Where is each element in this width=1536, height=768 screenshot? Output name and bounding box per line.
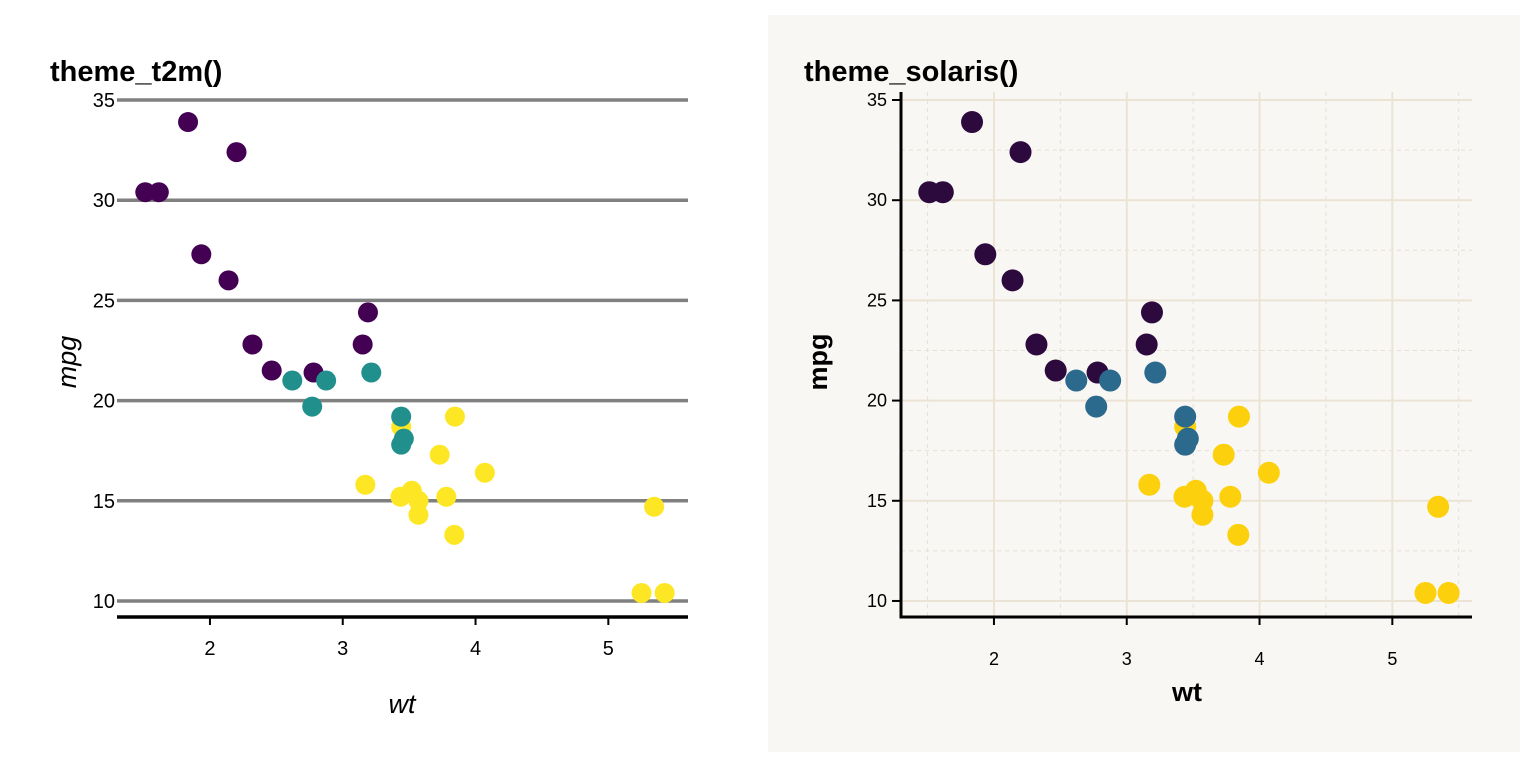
solaris-chart: theme_solaris() wt mpg 10 15 20 25 30 35 2 3 4 5 <box>803 56 1472 707</box>
solaris-points <box>918 111 1460 604</box>
data-point <box>631 582 652 603</box>
data-point <box>1144 361 1167 384</box>
data-point <box>1212 443 1235 466</box>
y-tick-label: 35 <box>867 90 887 110</box>
y-tick-label: 25 <box>867 290 887 310</box>
data-point <box>1044 359 1067 382</box>
x-tick-label: 2 <box>204 638 215 660</box>
data-point <box>444 524 465 545</box>
x-tick-label: 5 <box>603 638 614 660</box>
data-point <box>444 406 465 427</box>
x-tick-label: 3 <box>337 638 348 660</box>
data-point <box>436 486 457 507</box>
data-point <box>1174 433 1197 456</box>
data-point <box>302 396 323 417</box>
data-point <box>1227 523 1250 546</box>
t2m-chart-title: theme_t2m() <box>50 56 222 88</box>
x-tick-label: 5 <box>1387 649 1397 669</box>
data-point <box>654 582 675 603</box>
t2m-chart: theme_t2m() wt mpg 10 15 20 25 30 35 2 3 4 5 <box>50 56 688 719</box>
data-point <box>408 504 429 525</box>
t2m-y-axis-label: mpg <box>52 336 82 389</box>
y-tick-label: 25 <box>93 290 115 312</box>
x-tick-label: 2 <box>989 649 999 669</box>
data-point <box>1257 461 1280 484</box>
data-point <box>1135 333 1158 356</box>
data-point <box>391 406 412 427</box>
t2m-grid <box>117 98 688 603</box>
data-point <box>1099 369 1122 392</box>
data-point <box>1009 141 1032 164</box>
t2m-x-axis-label: wt <box>389 689 417 719</box>
data-point <box>352 334 373 355</box>
y-tick-label: 20 <box>867 391 887 411</box>
data-point <box>1065 369 1088 392</box>
data-point <box>1138 473 1161 496</box>
solaris-y-axis-label: mpg <box>803 334 833 391</box>
x-tick-label: 4 <box>470 638 481 660</box>
data-point <box>1001 269 1024 292</box>
data-point <box>931 181 954 204</box>
data-point <box>148 182 169 203</box>
y-tick-label: 15 <box>867 491 887 511</box>
data-point <box>242 334 263 355</box>
data-point <box>429 444 450 465</box>
y-tick-label: 30 <box>93 190 115 212</box>
y-tick-label: 35 <box>93 90 115 112</box>
data-point <box>1219 485 1242 508</box>
data-point <box>282 370 303 391</box>
data-point <box>226 142 247 163</box>
data-point <box>316 370 337 391</box>
t2m-axes: 10 15 20 25 30 35 2 3 4 5 <box>93 90 688 660</box>
data-point <box>191 244 212 265</box>
data-point <box>961 111 984 134</box>
solaris-panel-background <box>768 15 1520 752</box>
data-point <box>1414 581 1437 604</box>
data-point <box>178 112 199 133</box>
y-tick-label: 15 <box>93 491 115 513</box>
data-point <box>1025 333 1048 356</box>
x-tick-label: 3 <box>1122 649 1132 669</box>
data-point <box>1085 395 1108 418</box>
data-point <box>408 490 429 511</box>
data-point <box>391 434 412 455</box>
data-point <box>218 270 239 291</box>
y-tick-label: 10 <box>93 591 115 613</box>
y-tick-label: 10 <box>867 591 887 611</box>
data-point <box>474 462 495 483</box>
data-point <box>1437 581 1460 604</box>
data-point <box>261 360 282 381</box>
data-point <box>644 496 665 517</box>
solaris-axes: 10 15 20 25 30 35 2 3 4 5 <box>867 90 1472 669</box>
y-tick-label: 30 <box>867 190 887 210</box>
data-point <box>1140 301 1163 324</box>
data-point <box>390 486 411 507</box>
t2m-points <box>135 112 675 603</box>
solaris-grid <box>901 92 1472 617</box>
x-tick-label: 4 <box>1255 649 1265 669</box>
data-point <box>361 362 382 383</box>
solaris-x-axis-label: wt <box>1171 677 1202 707</box>
data-point <box>1427 495 1450 518</box>
data-point <box>1227 405 1250 428</box>
data-point <box>357 302 378 323</box>
y-tick-label: 20 <box>93 391 115 413</box>
data-point <box>1174 405 1197 428</box>
solaris-chart-title: theme_solaris() <box>804 56 1018 88</box>
data-point <box>1191 503 1214 526</box>
data-point <box>355 474 376 495</box>
data-point <box>1173 485 1196 508</box>
data-point <box>974 243 997 266</box>
